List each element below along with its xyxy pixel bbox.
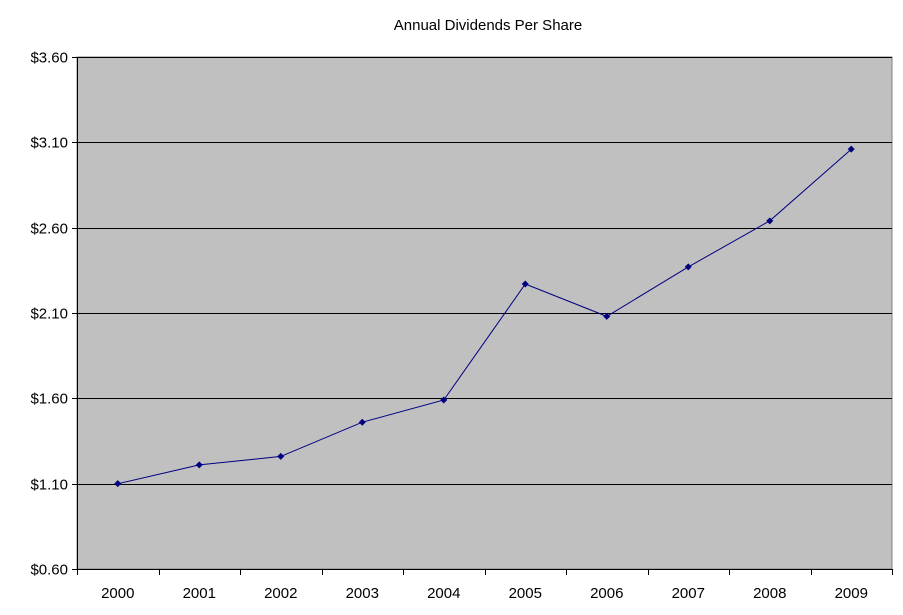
data-point [277, 452, 285, 460]
data-point [603, 312, 611, 320]
x-tick-label: 2003 [346, 585, 379, 602]
data-point [358, 418, 366, 426]
chart-title: Annual Dividends Per Share [394, 17, 582, 34]
x-tick-label: 2000 [101, 585, 134, 602]
y-tick-label: $3.60 [30, 50, 68, 67]
data-point [847, 145, 855, 153]
x-tick-label: 2009 [835, 585, 868, 602]
x-tick-label: 2007 [672, 585, 705, 602]
x-tick-label: 2006 [590, 585, 623, 602]
y-tick-label: $1.10 [30, 477, 68, 494]
data-point [684, 263, 692, 271]
x-tick-label: 2002 [264, 585, 297, 602]
y-tick-label: $2.60 [30, 221, 68, 238]
data-point [766, 217, 774, 225]
data-point [114, 480, 122, 488]
y-tick-label: $2.10 [30, 306, 68, 323]
x-tick-label: 2008 [753, 585, 786, 602]
y-tick-label: $1.60 [30, 391, 68, 408]
y-tick-label: $3.10 [30, 135, 68, 152]
data-point [440, 396, 448, 404]
data-point [195, 461, 203, 469]
data-point [521, 280, 529, 288]
x-tick-label: 2005 [509, 585, 542, 602]
series-line [117, 148, 852, 485]
x-tick-label: 2004 [427, 585, 460, 602]
y-tick-label: $0.60 [30, 562, 68, 579]
x-tick-label: 2001 [183, 585, 216, 602]
